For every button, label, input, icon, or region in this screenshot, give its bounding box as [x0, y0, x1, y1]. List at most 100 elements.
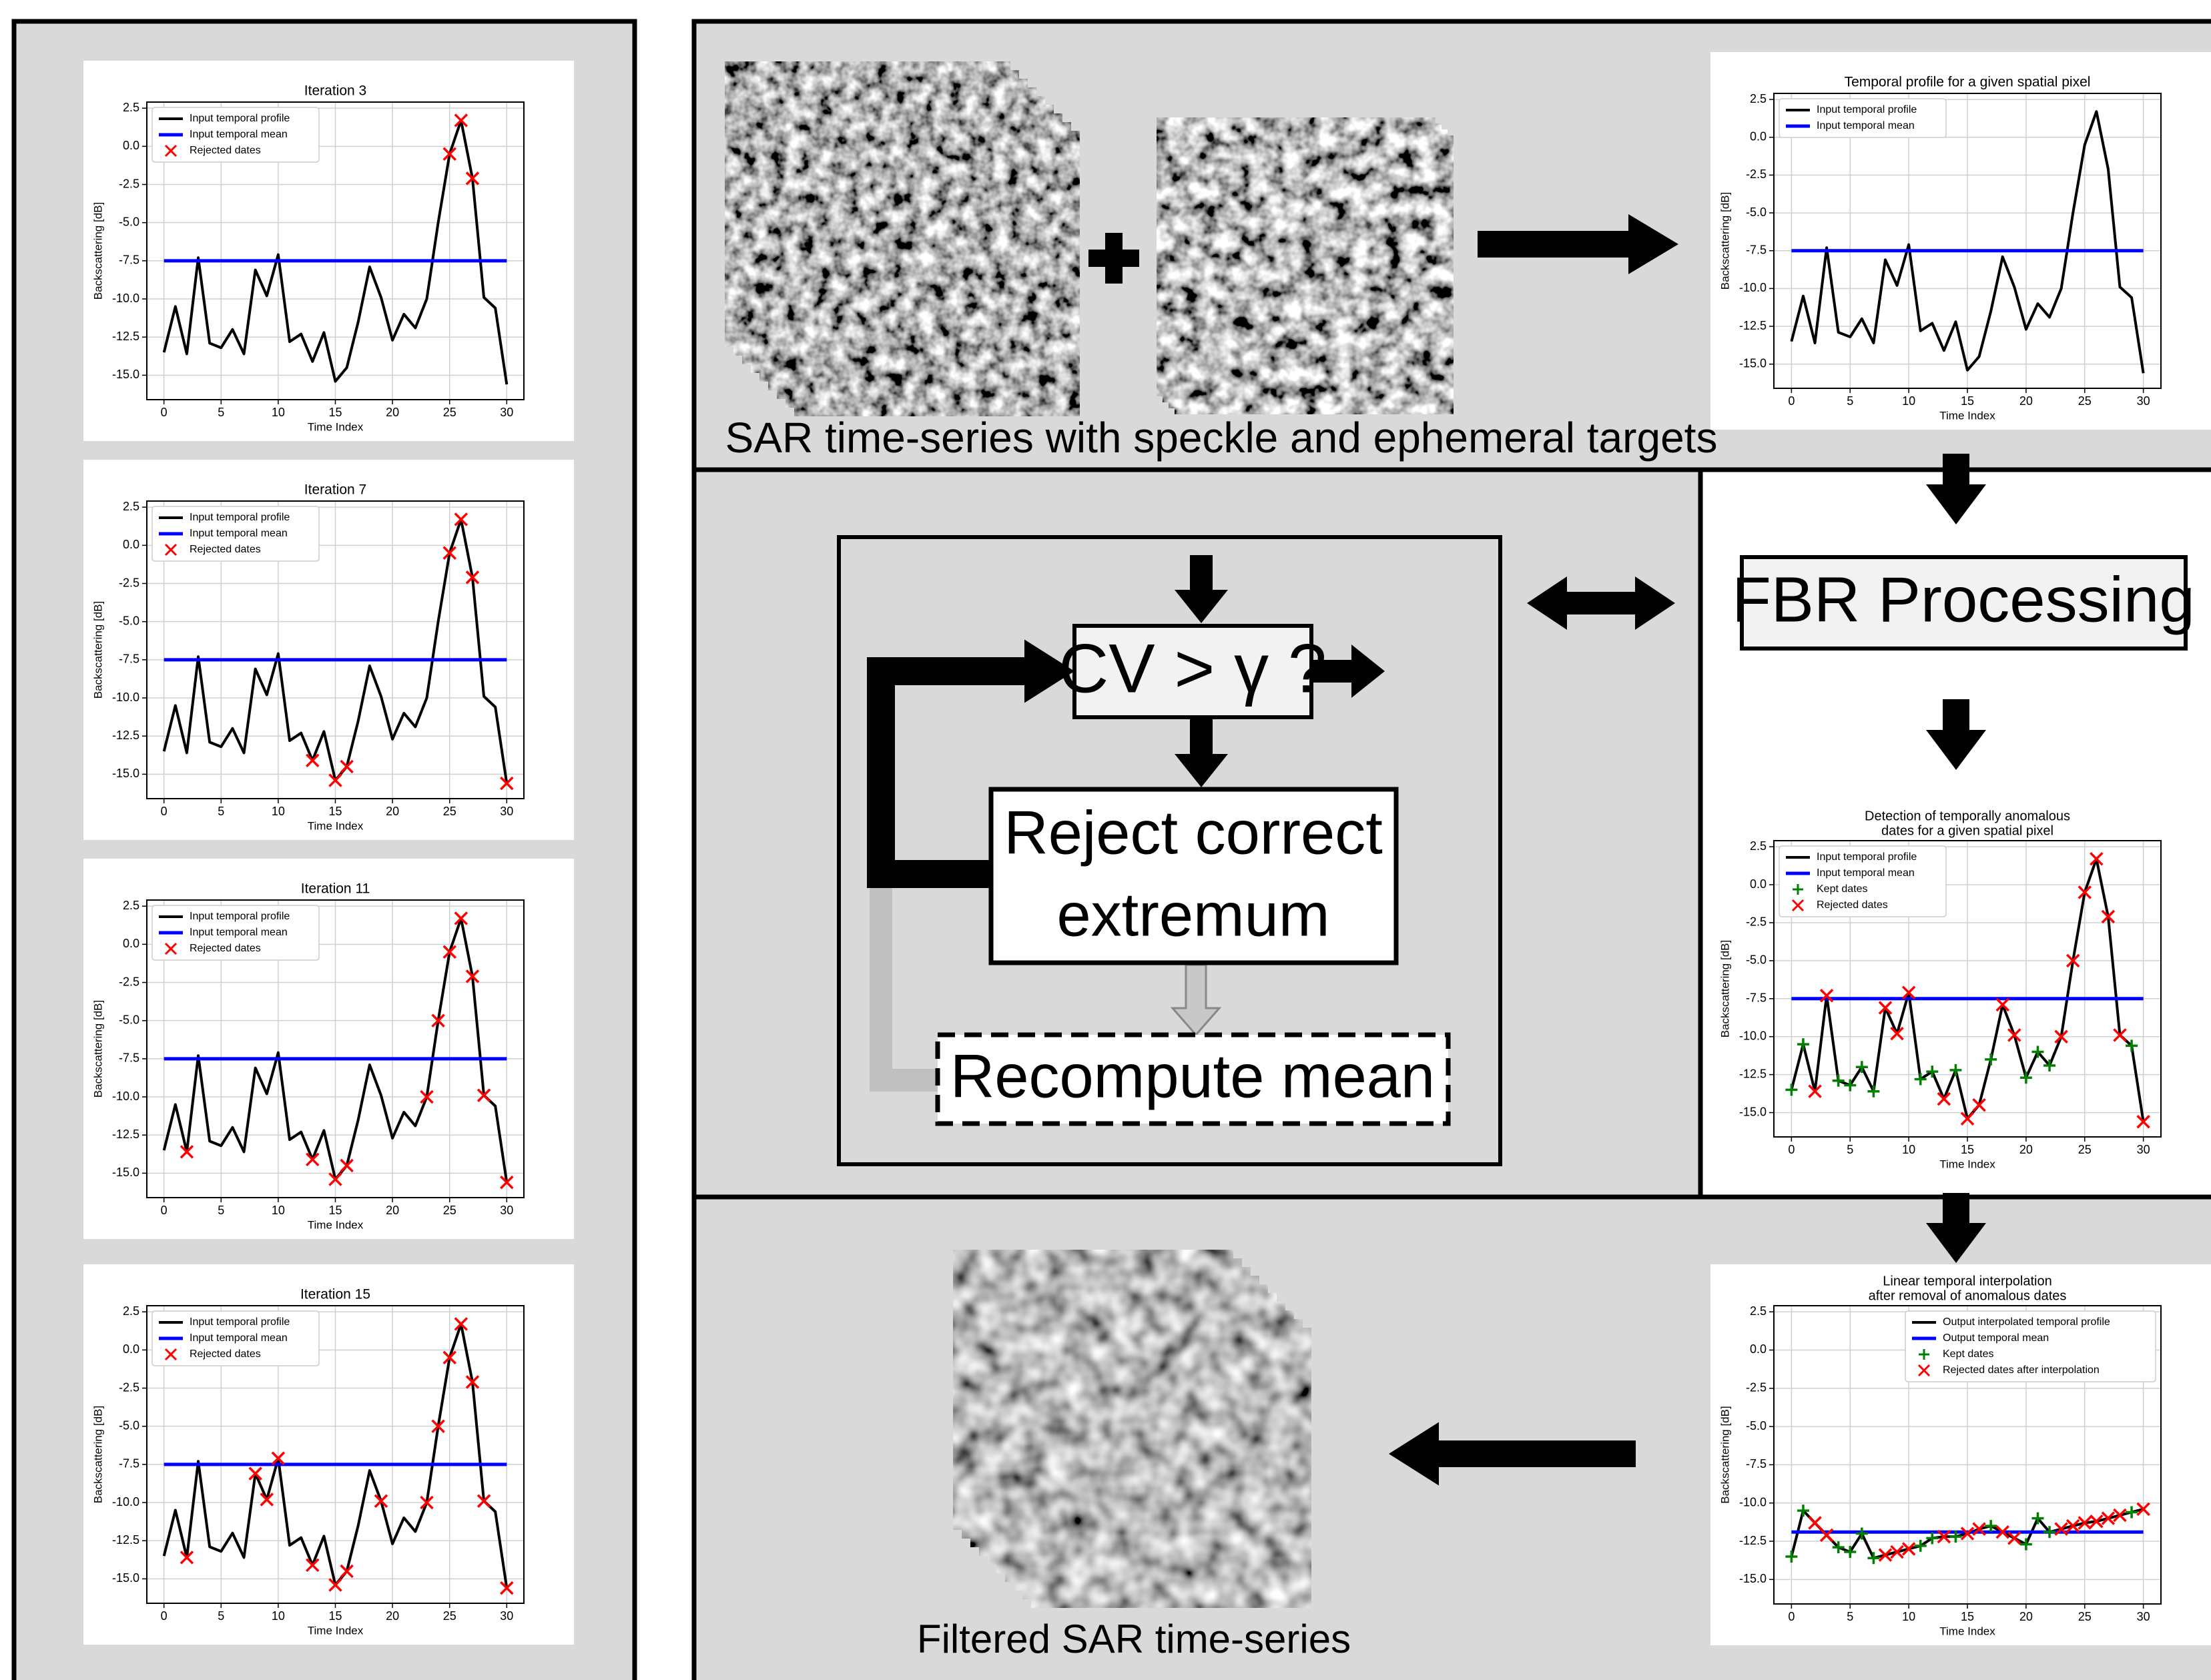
y-tick-label: -10.0 — [112, 292, 139, 305]
y-axis-label: Backscattering [dB] — [91, 601, 104, 699]
x-tick-label: 25 — [2078, 1143, 2092, 1156]
x-tick-label: 10 — [272, 406, 285, 419]
arrow — [1014, 639, 1074, 703]
x-tick-label: 5 — [218, 805, 224, 818]
date-marker — [1926, 1066, 1939, 1078]
y-tick-label: -5.0 — [119, 614, 139, 627]
y-tick-label: -10.0 — [112, 1090, 139, 1103]
date-marker — [1985, 1053, 1997, 1066]
y-tick-label: -2.5 — [1746, 167, 1767, 181]
legend-label: Input temporal profile — [1817, 851, 1917, 863]
date-marker — [2126, 1506, 2138, 1519]
plot-frame — [1773, 840, 2162, 1138]
y-tick-label: -15.0 — [112, 767, 139, 780]
legend-marker — [164, 1348, 178, 1361]
reject-label: Reject correct — [1004, 799, 1383, 867]
y-axis-label: Backscattering [dB] — [91, 1406, 104, 1503]
fbr-box — [1740, 555, 2188, 651]
date-marker — [1797, 1038, 1809, 1051]
arrow — [1926, 454, 1986, 524]
output-caption: Filtered SAR time-series — [917, 1617, 1351, 1661]
x-tick-label: 30 — [2137, 1143, 2150, 1156]
y-tick-label: 0.0 — [123, 538, 139, 551]
date-marker — [2101, 1511, 2116, 1525]
x-tick-label: 25 — [2078, 394, 2092, 408]
legend-box — [1779, 98, 1947, 138]
plot-frame — [146, 1305, 525, 1604]
date-marker — [465, 1375, 480, 1389]
legend-label: Rejected dates — [190, 544, 261, 555]
legend-label: Input temporal profile — [190, 113, 290, 124]
arrow — [1175, 555, 1228, 623]
date-marker — [442, 546, 456, 560]
date-marker — [1914, 1539, 1927, 1552]
date-marker — [260, 1493, 274, 1507]
y-tick-label: -15.0 — [112, 368, 139, 381]
chart-title: Iteration 15 — [300, 1287, 370, 1302]
x-tick-label: 0 — [161, 406, 168, 419]
date-marker — [1832, 1541, 1845, 1554]
y-tick-label: -15.0 — [1739, 356, 1767, 370]
date-marker — [340, 1158, 354, 1173]
y-tick-label: -12.5 — [112, 1128, 139, 1141]
x-tick-label: 0 — [161, 805, 168, 818]
date-marker — [1785, 1084, 1798, 1096]
y-tick-label: 0.0 — [123, 937, 139, 950]
y-tick-label: 2.5 — [123, 101, 139, 114]
chart: 2.5 0.0 -2.5 -5.0 -7.5 -10.0 -12.5 -15.0 0 5 10 15 2… — [83, 859, 574, 1239]
y-axis-label: Backscattering [dB] — [1718, 192, 1731, 290]
chart-title: Iteration 7 — [304, 482, 366, 498]
x-tick-label: 5 — [1847, 1610, 1853, 1623]
x-tick-label: 10 — [272, 1609, 285, 1623]
date-marker — [1914, 1073, 1927, 1086]
x-tick-label: 0 — [1788, 1610, 1795, 1623]
y-tick-label: 2.5 — [1750, 92, 1767, 105]
date-marker — [2078, 1516, 2092, 1530]
date-marker — [2031, 1512, 2044, 1525]
date-marker — [442, 1350, 456, 1364]
date-marker — [306, 1558, 320, 1573]
date-marker — [1960, 1112, 1975, 1126]
x-tick-label: 10 — [272, 805, 285, 818]
reject-box — [988, 787, 1399, 965]
date-marker — [442, 147, 456, 161]
chart-title: Temporal profile for a given spatial pix… — [1845, 75, 2091, 90]
x-tick-label: 20 — [386, 1204, 399, 1217]
date-marker — [1937, 1529, 1951, 1544]
chart-title: Linear temporal interpolation — [1883, 1274, 2052, 1288]
loop-line — [870, 887, 892, 1092]
y-tick-label: -10.0 — [112, 691, 139, 704]
date-marker — [2054, 1029, 2068, 1043]
chart-title: after removal of anomalous dates — [1869, 1288, 2067, 1303]
legend-marker — [1917, 1364, 1931, 1377]
y-tick-label: 0.0 — [123, 139, 139, 152]
legend-label: Output interpolated temporal profile — [1943, 1316, 2110, 1328]
x-axis-label: Time Index — [1939, 1625, 1995, 1637]
y-tick-label: -12.5 — [112, 729, 139, 742]
y-tick-label: -10.0 — [1739, 1029, 1767, 1042]
sar-images — [724, 61, 1454, 1609]
legend-label: Input temporal profile — [1817, 104, 1917, 115]
arrows — [867, 214, 1986, 1486]
date-marker — [1867, 1085, 1880, 1098]
chart: 2.5 0.0 -2.5 -5.0 -7.5 -10.0 -12.5 -15.0 0 5 10 15 2… — [83, 460, 574, 840]
y-tick-label: -15.0 — [112, 1166, 139, 1179]
x-tick-label: 20 — [2019, 1610, 2033, 1623]
y-tick-label: -5.0 — [119, 1013, 139, 1026]
x-axis-label: Time Index — [308, 1218, 364, 1231]
plot-frame — [1773, 1305, 2162, 1605]
legend-marker — [1919, 1349, 1929, 1360]
x-tick-label: 30 — [500, 406, 513, 419]
date-marker — [465, 969, 480, 983]
arrow — [1601, 576, 1675, 630]
date-marker — [454, 1317, 468, 1331]
date-marker — [1808, 1516, 1822, 1530]
x-tick-label: 30 — [500, 1204, 513, 1217]
date-marker — [1819, 1528, 1834, 1543]
date-marker — [1832, 1074, 1845, 1087]
test-box — [1072, 624, 1313, 719]
legend-marker — [164, 543, 178, 556]
date-marker — [1926, 1532, 1939, 1545]
date-marker — [2101, 909, 2116, 924]
